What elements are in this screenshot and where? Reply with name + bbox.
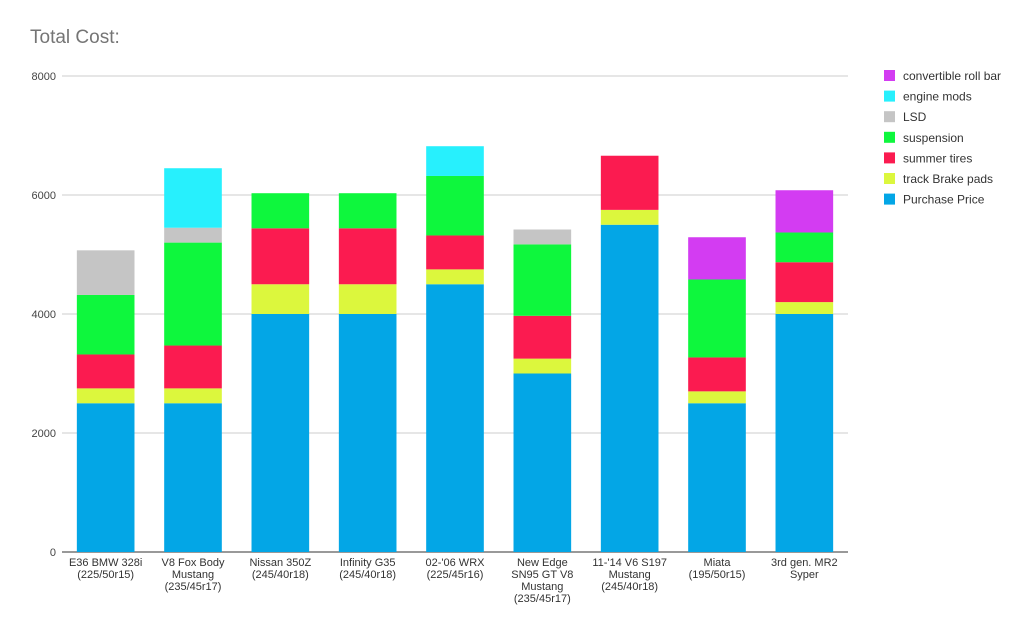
x-category-label-line: Syper: [790, 569, 819, 581]
bar-segment: [76, 294, 135, 355]
x-category-label-line: (195/50r15): [689, 569, 746, 581]
bar-segment: [513, 373, 572, 552]
bar-segment: [164, 242, 222, 346]
bar-segment: [600, 155, 659, 210]
bar-segment: [426, 284, 484, 552]
x-category-label-line: Miata: [704, 557, 732, 569]
x-category-label: Infinity G35 (245/40r18): [339, 557, 396, 581]
x-category-label-line: 02-'06 WRX: [426, 557, 486, 569]
x-category-label: E36 BMW 328i (225/50r15): [69, 557, 142, 581]
bar-segment: [775, 190, 834, 233]
y-tick-label: 4000: [32, 309, 56, 321]
x-category-label-line: (245/40r18): [601, 581, 658, 593]
legend-swatch: [884, 173, 895, 184]
legend-swatch: [884, 152, 895, 164]
x-category-label: 3rd gen. MR2 Syper: [771, 557, 838, 581]
bar-segment: [688, 391, 746, 404]
x-category-label: 11-'14 V6 S197 Mustang (245/40r18): [592, 557, 667, 593]
bar-segment: [338, 193, 397, 229]
x-category-label-line: (235/45r17): [165, 581, 222, 593]
bar-segment: [164, 403, 222, 552]
bar-segment: [688, 403, 746, 552]
x-category-label-line: (245/40r18): [252, 569, 309, 581]
y-tick-label: 6000: [32, 190, 56, 202]
legend-label: summer tires: [903, 151, 972, 165]
legend-label: suspension: [903, 131, 964, 145]
bar-segment: [513, 229, 572, 245]
legend-label: track Brake pads: [903, 172, 993, 186]
legend-swatch: [884, 90, 895, 102]
x-category-label-line: 11-'14 V6 S197: [592, 557, 667, 569]
x-category-label-line: 3rd gen. MR2: [771, 557, 838, 569]
x-category-label-line: Mustang: [609, 569, 651, 581]
x-category-label-line: Nissan 350Z: [249, 557, 311, 569]
bar-segment: [251, 193, 310, 229]
x-category-label: New Edge SN95 GT V8 Mustang (235/45r17): [511, 557, 573, 605]
bar-segment: [164, 168, 222, 228]
bar-segment: [775, 262, 834, 303]
legend-label: LSD: [903, 110, 927, 124]
bar-segment: [426, 175, 484, 236]
x-category-label-line: Mustang: [521, 581, 563, 593]
x-category-label: V8 Fox Body Mustang (235/45r17): [162, 557, 225, 593]
x-category-label-line: SN95 GT V8: [511, 569, 573, 581]
bar-segment: [426, 235, 484, 270]
bar-segment: [426, 269, 484, 285]
bar-segment: [251, 314, 310, 552]
x-category-label-line: (225/50r15): [77, 569, 134, 581]
bar-segment: [251, 228, 310, 285]
x-category-label: Nissan 350Z (245/40r18): [249, 557, 311, 581]
legend-swatch: [884, 131, 895, 143]
x-category-label-line: V8 Fox Body: [162, 557, 225, 569]
bar-segment: [513, 244, 572, 316]
x-category-label: Miata (195/50r15): [689, 557, 746, 581]
bar-segment: [513, 358, 572, 374]
legend-label: Purchase Price: [903, 193, 985, 207]
bar-segment: [775, 302, 834, 314]
bar-segment: [688, 279, 746, 358]
chart-title: Total Cost:: [30, 27, 120, 48]
x-category-label-line: (245/40r18): [339, 569, 396, 581]
x-category-label-line: Infinity G35: [340, 557, 396, 569]
bar-segment: [251, 284, 310, 314]
x-category-label-line: Mustang: [172, 569, 214, 581]
x-category-label-line: New Edge: [517, 557, 568, 569]
bar-segment: [513, 315, 572, 359]
legend-swatch: [884, 111, 895, 123]
bar-segment: [600, 209, 659, 225]
y-tick-label: 2000: [32, 428, 56, 440]
bar-segment: [76, 403, 135, 552]
bar-segment: [76, 250, 135, 295]
bar-segment: [688, 237, 746, 280]
x-category-label-line: (225/45r16): [427, 569, 484, 581]
x-category-label-line: E36 BMW 328i: [69, 557, 142, 569]
bar-segment: [600, 224, 659, 552]
y-tick-label: 8000: [32, 71, 56, 83]
bar-segment: [426, 146, 484, 176]
x-category-label-line: (235/45r17): [514, 593, 571, 605]
bar-segment: [338, 284, 397, 314]
bar-segment: [76, 388, 135, 404]
legend-swatch: [884, 193, 895, 205]
bar-segment: [688, 357, 746, 392]
bar-segment: [164, 388, 222, 404]
legend-label: engine mods: [903, 90, 972, 104]
bar-segment: [164, 227, 222, 243]
bar-segment: [164, 345, 222, 389]
bar-segment: [338, 228, 397, 285]
legend-swatch: [884, 70, 895, 81]
bar-segment: [775, 232, 834, 263]
legend-label: convertible roll bar: [903, 69, 1001, 83]
bar-segment: [775, 314, 834, 552]
x-category-label: 02-'06 WRX (225/45r16): [426, 557, 486, 581]
bar-segment: [338, 314, 397, 552]
bar-segment: [76, 354, 135, 389]
y-tick-label: 0: [50, 547, 56, 559]
